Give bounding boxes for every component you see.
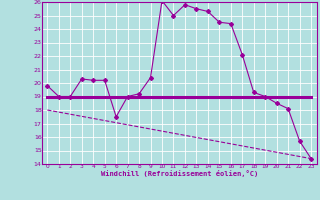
X-axis label: Windchill (Refroidissement éolien,°C): Windchill (Refroidissement éolien,°C) xyxy=(100,170,258,177)
